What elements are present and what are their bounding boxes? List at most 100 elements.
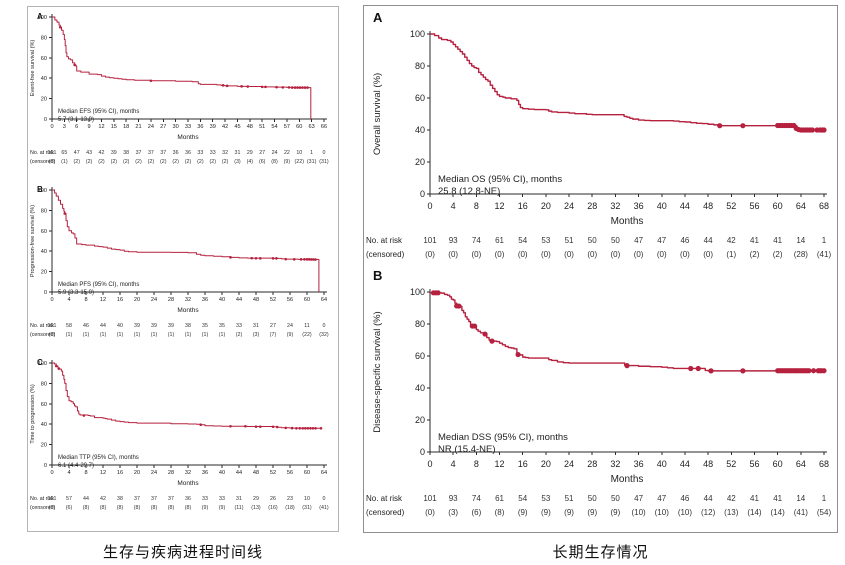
censored-header: (censored)	[366, 250, 405, 259]
censored-value: (1)	[726, 250, 736, 259]
x-tick-label: 20	[541, 459, 551, 469]
x-tick-label: 45	[234, 124, 240, 130]
at-risk-value: 10	[304, 496, 310, 502]
median-value: 6.1 (4.4-29.7)	[58, 463, 94, 469]
censored-value: (2)	[160, 159, 167, 165]
censored-value: (2)	[750, 250, 760, 259]
censored-value: (1)	[219, 332, 226, 338]
at-risk-value: 39	[111, 150, 117, 156]
x-tick-label: 48	[703, 459, 713, 469]
y-tick-label: 0	[420, 189, 425, 199]
x-tick-label: 18	[123, 124, 129, 130]
censored-value: (14)	[771, 508, 786, 517]
y-tick-label: 60	[41, 229, 47, 235]
at-risk-value: 32	[222, 150, 228, 156]
x-tick-label: 12	[495, 201, 505, 211]
at-risk-value: 14	[796, 236, 805, 245]
at-risk-value: 50	[611, 236, 620, 245]
at-risk-value: 11	[304, 323, 310, 329]
censored-value: (2)	[98, 159, 105, 165]
x-tick-label: 30	[173, 124, 179, 130]
at-risk-value: 74	[472, 236, 481, 245]
y-tick-label: 0	[420, 447, 425, 457]
censored-value: (22)	[302, 332, 312, 338]
at-risk-value: 61	[495, 494, 504, 503]
censored-value: (9)	[541, 508, 551, 517]
x-tick-label: 48	[253, 470, 259, 476]
y-tick-label: 20	[41, 270, 47, 276]
x-tick-label: 28	[587, 459, 597, 469]
at-risk-value: 38	[185, 323, 191, 329]
at-risk-value: 27	[270, 323, 276, 329]
censored-value: (2)	[236, 332, 243, 338]
at-risk-value: 44	[704, 494, 713, 503]
censored-value: (8)	[185, 505, 192, 511]
x-tick-label: 24	[564, 201, 574, 211]
censored-value: (8)	[151, 505, 158, 511]
censored-value: (31)	[307, 159, 317, 165]
at-risk-value: 51	[565, 236, 574, 245]
at-risk-value: 33	[210, 150, 216, 156]
at-risk-value: 37	[134, 496, 140, 502]
censored-value: (54)	[817, 508, 832, 517]
event-free-survival-chart: A0204060801000101(0)365(1)647(2)943(2)12…	[30, 12, 329, 165]
censored-value: (8)	[495, 508, 505, 517]
y-tick-label: 60	[415, 93, 425, 103]
x-tick-label: 4	[67, 470, 70, 476]
x-tick-label: 56	[749, 459, 759, 469]
at-risk-value: 74	[472, 494, 481, 503]
y-tick-label: 40	[415, 125, 425, 135]
x-tick-label: 48	[247, 124, 253, 130]
censored-value: (14)	[747, 508, 762, 517]
x-tick-label: 4	[67, 297, 70, 303]
censored-value: (9)	[202, 505, 209, 511]
censored-value: (2)	[222, 159, 229, 165]
censored-value: (8)	[168, 505, 175, 511]
x-tick-label: 24	[148, 124, 154, 130]
x-tick-label: 0	[50, 124, 53, 130]
censored-value: (0)	[680, 250, 690, 259]
at-risk-value: 41	[750, 494, 759, 503]
y-tick-label: 0	[44, 290, 47, 296]
x-axis-label: Months	[177, 307, 199, 314]
x-tick-label: 64	[796, 201, 806, 211]
at-risk-value: 46	[680, 494, 689, 503]
censored-value: (2)	[123, 159, 130, 165]
censored-value: (0)	[49, 159, 56, 165]
censored-value: (9)	[219, 505, 226, 511]
censored-value: (0)	[564, 250, 574, 259]
x-tick-label: 16	[117, 297, 123, 303]
left-panel-caption: 生存与疾病进程时间线	[102, 544, 263, 561]
at-risk-header: No. at risk	[366, 494, 403, 503]
timeline-panel: A 0 20 40 60 80 100 0 101 (0) 3 65 (1) 6 47 (2) 9 43 (2) 12…	[27, 6, 339, 532]
y-tick-label: 100	[410, 29, 425, 39]
censored-value: (0)	[49, 505, 56, 511]
y-tick-label: 80	[41, 381, 47, 387]
y-tick-label: 0	[44, 117, 47, 123]
x-tick-label: 52	[270, 470, 276, 476]
censored-value: (2)	[73, 159, 80, 165]
censored-value: (9)	[587, 508, 597, 517]
x-tick-label: 12	[495, 459, 505, 469]
y-axis-label: Disease-specific survival (%)	[372, 311, 383, 432]
censored-value: (2)	[209, 159, 216, 165]
x-tick-label: 51	[259, 124, 265, 130]
censored-value: (41)	[319, 505, 329, 511]
censored-value: (1)	[151, 332, 158, 338]
at-risk-value: 42	[100, 496, 106, 502]
censored-value: (31)	[302, 505, 312, 511]
at-risk-value: 23	[287, 496, 293, 502]
y-axis-label: Progression-free survival (%)	[30, 205, 36, 277]
x-tick-label: 16	[518, 201, 528, 211]
at-risk-value: 36	[173, 150, 179, 156]
x-tick-label: 52	[726, 201, 736, 211]
y-tick-label: 100	[38, 188, 47, 194]
at-risk-header: No. at risk	[30, 150, 54, 156]
at-risk-value: 50	[611, 494, 620, 503]
median-label: Median EFS (95% CI), months	[58, 109, 139, 115]
at-risk-value: 10	[296, 150, 302, 156]
at-risk-value: 36	[185, 496, 191, 502]
censored-value: (2)	[172, 159, 179, 165]
at-risk-value: 46	[680, 236, 689, 245]
censored-value: (3)	[234, 159, 241, 165]
